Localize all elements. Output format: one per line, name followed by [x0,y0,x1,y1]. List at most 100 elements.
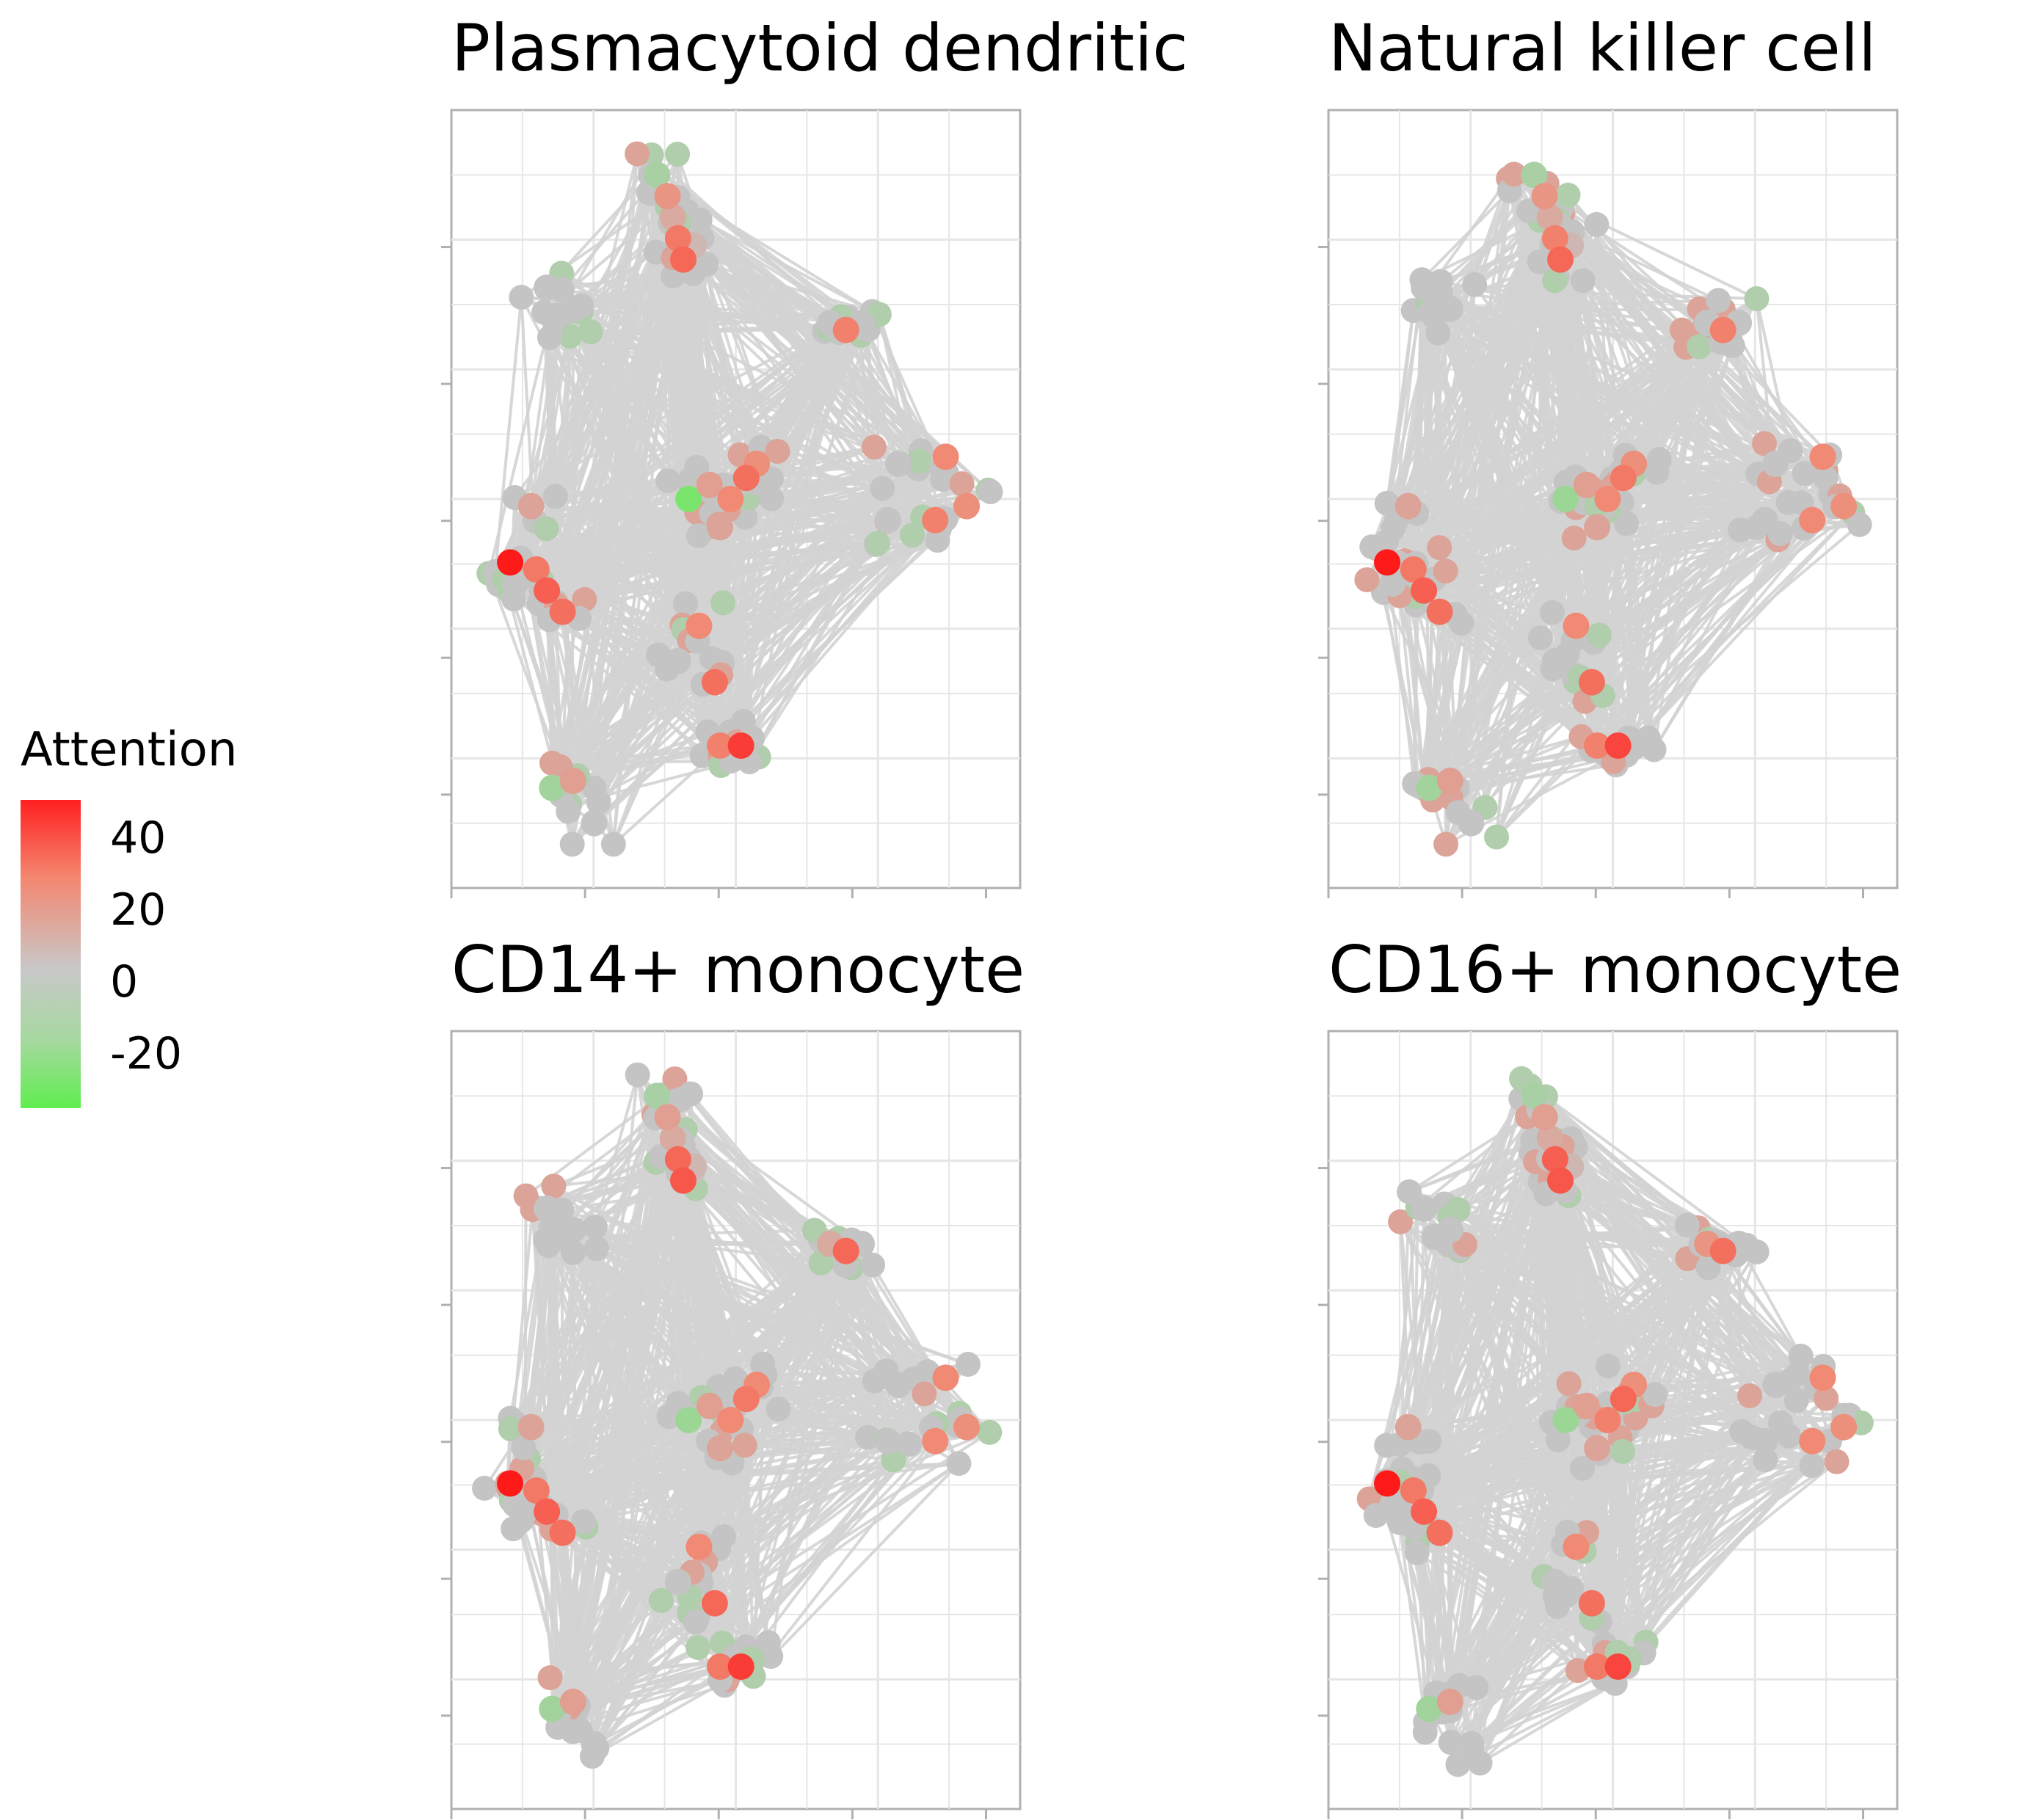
graph-edge [1450,511,1854,799]
node-point [1687,334,1712,360]
node-point [707,1653,734,1680]
graph-edge [1646,300,1720,738]
node-point [502,570,529,597]
node-point [1374,490,1400,516]
graph-edge [723,1364,765,1686]
node-point [1426,598,1453,625]
node-point [732,465,760,492]
node-point [1578,1590,1605,1617]
node-point [670,1167,697,1194]
graph-edge [1379,1496,1444,1713]
node-point [946,1451,972,1477]
graph-edge [1453,1238,1654,1408]
graph-edge [650,153,847,332]
node-point [1556,1371,1582,1397]
node-point [1594,1407,1621,1433]
panel-title-cd16-monocyte: CD16+ monocyte [1328,932,1902,1008]
node-point [1561,525,1587,551]
node-point [1411,274,1438,301]
node-point [717,486,744,512]
node-point [560,1240,586,1265]
graph-edge [572,1656,735,1733]
node-point [662,1066,688,1092]
node-point [498,1416,523,1442]
node-point [1814,1386,1839,1411]
graph-edge [752,1243,864,1677]
node-point [1547,246,1574,273]
node-point [953,492,981,520]
node-point [1484,824,1510,850]
node-point [685,612,713,639]
node-point [654,183,681,210]
graph-edge [556,1235,947,1380]
node-point [1539,600,1565,625]
node-point [1570,268,1596,294]
node-point [1521,1082,1548,1110]
node-point [534,1498,561,1525]
node-point [1594,486,1621,512]
node-point [1542,268,1568,294]
graph-edge [719,517,747,746]
node-point [1436,768,1463,794]
graph-edge [1434,1204,1447,1693]
graph-edge [1397,1522,1428,1722]
graph-edge [697,1264,851,1648]
node-point [1646,446,1672,472]
node-point [1604,732,1632,759]
node-point [644,161,671,189]
node-point [513,1183,539,1209]
graph-edge [594,1226,937,1443]
node-point [534,516,559,542]
node-point [556,798,581,824]
graph-edge [567,1414,689,1710]
graph-edge [522,1114,655,1449]
node-point [1541,1568,1568,1595]
node-point [874,1427,901,1455]
node-point [1438,1730,1463,1755]
graph-edge [514,1379,876,1507]
node-point [1531,183,1558,210]
node-point [578,319,603,345]
node-point [685,1634,711,1660]
node-point [1824,1449,1850,1474]
node-point [885,451,912,477]
node-point [1552,486,1579,512]
graph-edge [577,1245,841,1707]
graph-edge [1399,1238,1711,1495]
graph-edge [1449,1182,1542,1743]
node-point [559,768,586,794]
graph-edge [692,272,826,333]
node-point [1643,1382,1668,1408]
node-point [1541,225,1568,252]
node-point [1578,669,1605,696]
node-point [930,467,956,492]
graph-edge [534,1245,550,1491]
node-point [906,448,932,474]
graph-nodes [476,141,1003,857]
node-point [727,1653,754,1680]
node-point [1753,1447,1778,1473]
graph-edge [1755,298,1782,534]
node-point [1613,511,1639,536]
node-point [1426,1519,1453,1546]
node-point [1545,1427,1571,1452]
node-point [517,492,545,520]
node-point [625,1062,650,1088]
node-point [865,531,890,556]
node-point [517,1413,545,1441]
node-point [1462,272,1488,297]
node-point [925,528,950,553]
node-point [1433,558,1458,584]
node-point [1436,1689,1463,1715]
node-point [541,1173,567,1199]
graph-edge [679,1138,827,1256]
node-point [758,1644,784,1670]
node-point [750,1351,776,1377]
legend-title: Attention [21,723,238,777]
graph-edge [1452,1239,1605,1679]
node-point [509,285,534,310]
node-point [955,1352,981,1377]
graph-edge [572,1620,697,1703]
node-point [717,1407,744,1433]
graph-edge [1553,489,1593,662]
